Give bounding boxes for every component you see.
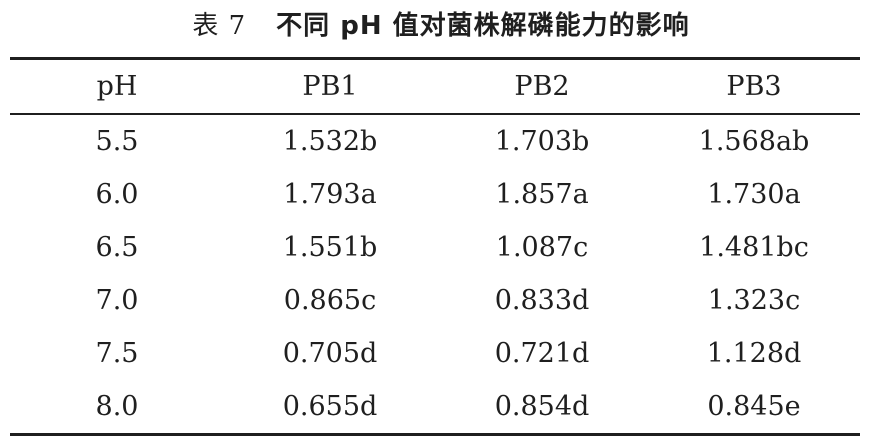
ph-cell: 8.0	[95, 391, 139, 422]
table-row: 7.5 0.705d 0.721d 1.128d	[10, 327, 860, 380]
header-rule	[10, 113, 860, 115]
pb1-cell: 1.551b	[282, 232, 378, 263]
table-row: 6.5 1.551b 1.087c 1.481bc	[10, 221, 860, 274]
pb3-cell: 0.845e	[707, 391, 801, 422]
ph-cell: 5.5	[95, 126, 139, 157]
column-header-ph: pH	[96, 71, 138, 102]
table-number: 表 7	[192, 11, 247, 41]
pb2-cell: 1.703b	[494, 126, 590, 157]
pb2-cell: 0.721d	[494, 338, 590, 369]
ph-cell: 6.0	[95, 179, 139, 210]
bottom-rule	[10, 433, 860, 436]
pb1-cell: 0.705d	[282, 338, 378, 369]
column-header-pb3: PB3	[726, 71, 782, 102]
data-table: 5.5 1.532b 1.703b 1.568ab 6.0 1.793a 1.8…	[10, 115, 860, 433]
pb3-cell: 1.481bc	[699, 232, 809, 263]
table-row: 8.0 0.655d 0.854d 0.845e	[10, 380, 860, 433]
pb3-cell: 1.128d	[706, 338, 802, 369]
ph-cell: 6.5	[95, 232, 139, 263]
table-caption: 表 7 不同 pH 值对菌株解磷能力的影响	[0, 6, 872, 46]
pb3-cell: 1.568ab	[698, 126, 810, 157]
ph-cell: 7.0	[95, 285, 139, 316]
pb1-cell: 1.793a	[283, 179, 377, 210]
pb2-cell: 0.854d	[494, 391, 590, 422]
header-row: pH PB1 PB2 PB3	[10, 61, 860, 113]
pb3-cell: 1.730a	[707, 179, 801, 210]
pb1-cell: 1.532b	[282, 126, 378, 157]
table-header: pH PB1 PB2 PB3	[10, 61, 860, 113]
pb1-cell: 0.865c	[283, 285, 377, 316]
table-row: 7.0 0.865c 0.833d 1.323c	[10, 274, 860, 327]
table-title: 不同 pH 值对菌株解磷能力的影响	[276, 11, 690, 41]
table-row: 5.5 1.532b 1.703b 1.568ab	[10, 115, 860, 168]
table-row: 6.0 1.793a 1.857a 1.730a	[10, 168, 860, 221]
top-rule	[10, 57, 860, 60]
column-header-pb1: PB1	[302, 71, 358, 102]
pb2-cell: 1.087c	[495, 232, 589, 263]
pb1-cell: 0.655d	[282, 391, 378, 422]
column-header-pb2: PB2	[514, 71, 570, 102]
pb2-cell: 0.833d	[494, 285, 590, 316]
pb2-cell: 1.857a	[495, 179, 589, 210]
ph-cell: 7.5	[95, 338, 139, 369]
pb3-cell: 1.323c	[707, 285, 801, 316]
